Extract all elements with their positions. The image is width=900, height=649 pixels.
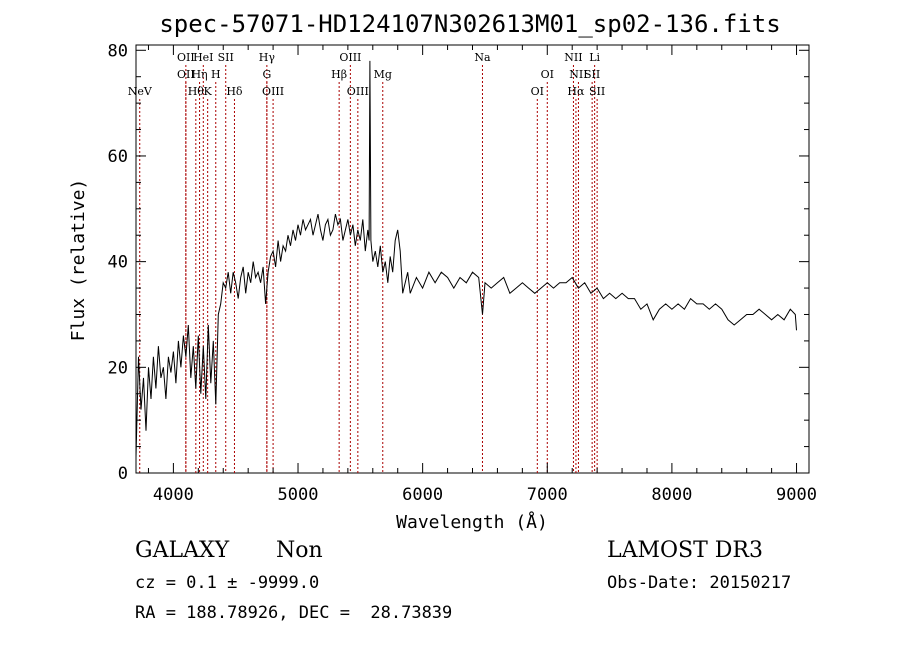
class-label: GALAXY xyxy=(135,538,230,563)
marker-label: Hη xyxy=(191,68,207,81)
plot-frame xyxy=(135,44,810,474)
marker-label: H xyxy=(211,68,221,81)
marker-label: OIII xyxy=(339,51,361,64)
marker-label: Hγ xyxy=(259,51,276,64)
marker-label: OI xyxy=(531,85,544,98)
x-tick-label: 9000 xyxy=(776,485,817,505)
marker-label: Hθ xyxy=(188,85,205,98)
marker-label: OII xyxy=(177,51,195,64)
axis-tick-labels: 4000 5000 6000 7000 8000 9000 0 20 40 60 80 xyxy=(108,41,817,505)
marker-labels: NeVOIIOIIHθHηHeIKHSIIHδHγGOIIIHβOIIIOIII… xyxy=(128,51,606,98)
x-tick-label: 6000 xyxy=(402,485,443,505)
marker-label: SII xyxy=(218,51,234,64)
marker-label: K xyxy=(204,85,213,98)
marker-label: Na xyxy=(474,51,491,64)
marker-lines xyxy=(139,65,598,473)
y-tick-label: 40 xyxy=(108,253,128,273)
marker-label: SII xyxy=(589,85,605,98)
y-tick-label: 80 xyxy=(108,41,128,61)
marker-label: NeV xyxy=(128,85,153,98)
marker-label: NII xyxy=(564,51,582,64)
x-tick-label: 7000 xyxy=(527,485,568,505)
marker-label: OIII xyxy=(347,85,369,98)
cz-text: cz = 0.1 ± -9999.0 xyxy=(135,573,320,593)
axis-ticks xyxy=(136,45,809,474)
marker-label: Hδ xyxy=(226,85,243,98)
survey-label: LAMOST DR3 xyxy=(607,538,763,563)
chart-title: spec-57071-HD124107N302613M01_sp02-136.f… xyxy=(159,10,780,38)
coords-text: RA = 188.78926, DEC = 28.73839 xyxy=(135,603,453,623)
marker-label: Mg xyxy=(374,68,392,81)
marker-label: OIII xyxy=(262,85,284,98)
marker-label: NII xyxy=(569,68,587,81)
subclass-label: Non xyxy=(276,538,323,563)
marker-label: HeI xyxy=(193,51,213,64)
x-tick-label: 5000 xyxy=(278,485,319,505)
y-tick-label: 60 xyxy=(108,147,128,167)
spectrum-line xyxy=(135,60,797,458)
obs-date: Obs-Date: 20150217 xyxy=(607,573,792,593)
x-axis-label: Wavelength (Å) xyxy=(396,511,548,533)
marker-label: Li xyxy=(589,51,600,64)
y-tick-label: 0 xyxy=(118,464,128,484)
marker-label: Hα xyxy=(567,85,585,98)
y-axis-label: Flux (relative) xyxy=(68,179,89,342)
marker-label: G xyxy=(262,68,271,81)
marker-label: OI xyxy=(541,68,554,81)
y-tick-label: 20 xyxy=(108,358,128,378)
marker-label: Hβ xyxy=(331,68,347,81)
marker-label: SII xyxy=(584,68,600,81)
x-tick-label: 4000 xyxy=(153,485,194,505)
marker-label: OII xyxy=(177,68,195,81)
x-tick-label: 8000 xyxy=(651,485,692,505)
